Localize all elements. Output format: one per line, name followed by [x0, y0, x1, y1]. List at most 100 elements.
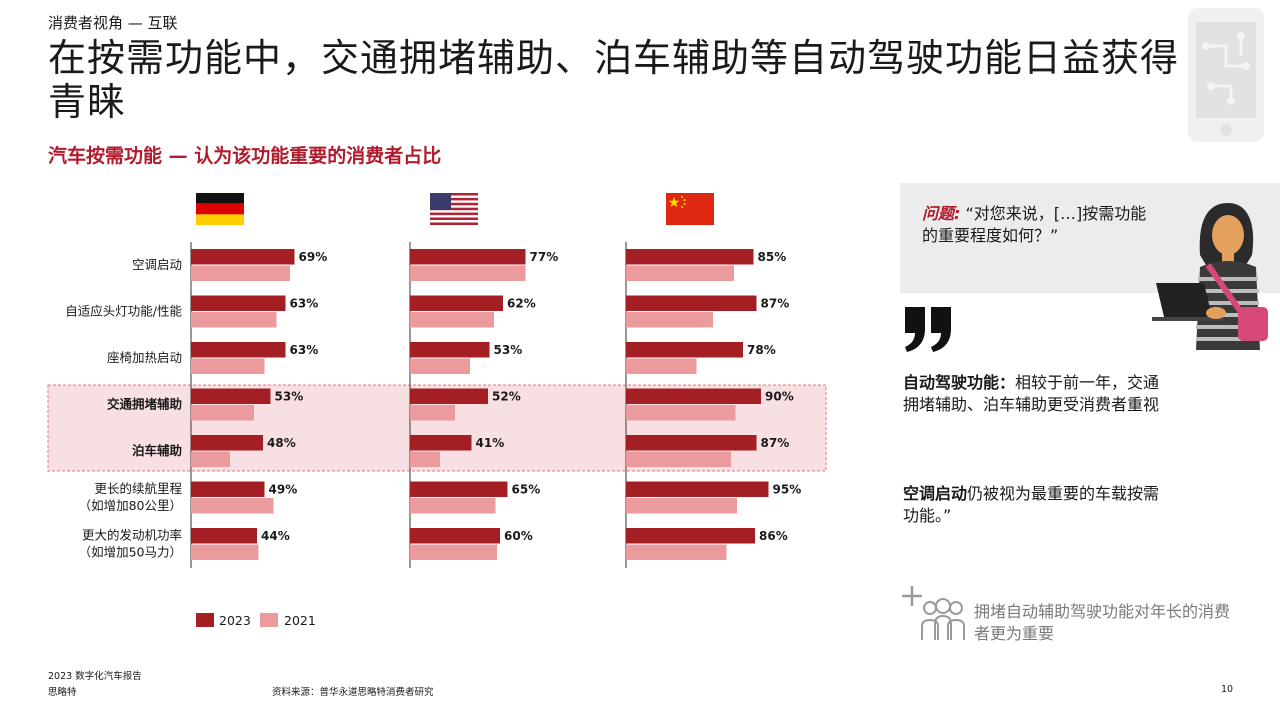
legend-label-2021: 2021 — [284, 613, 316, 628]
person-with-laptop-illustration — [1152, 203, 1268, 350]
question-label: 问题: — [922, 204, 961, 223]
data-label: 85% — [758, 250, 787, 264]
footer-source: 资料来源：普华永道思略特消费者研究 — [272, 687, 434, 698]
bar-2021 — [626, 544, 727, 560]
insight-autonomous-bold: 自动驾驶功能： — [903, 373, 1016, 392]
bar-2021 — [626, 265, 734, 281]
bar-2021 — [410, 265, 526, 281]
bar-2023 — [410, 388, 488, 404]
bar-2023 — [626, 388, 761, 404]
bar-2021 — [191, 451, 230, 467]
bar-chart: 空调启动自适应头灯功能/性能座椅加热启动交通拥堵辅助泊车辅助更长的续航里程（如增… — [47, 193, 827, 628]
usa-flag-icon — [430, 193, 478, 225]
bar-2021 — [410, 544, 497, 560]
plus-icon — [902, 586, 922, 606]
bar-2023 — [626, 528, 755, 544]
bar-2021 — [191, 312, 277, 328]
data-label: 44% — [261, 529, 290, 543]
bar-2023 — [626, 481, 769, 497]
data-label: 49% — [269, 483, 298, 497]
bar-2023 — [191, 388, 271, 404]
section-label: 消费者视角 — 互联 — [48, 14, 178, 32]
data-label: 78% — [747, 343, 776, 357]
footer-report-title: 2023 数字化汽车报告 — [48, 671, 142, 682]
data-label: 69% — [299, 250, 328, 264]
category-label: 自适应头灯功能/性能 — [65, 304, 182, 319]
category-label: 泊车辅助 — [132, 443, 182, 458]
page-number: 10 — [1221, 684, 1234, 695]
bar-2021 — [626, 405, 736, 421]
bar-2023 — [626, 295, 757, 311]
bar-2021 — [626, 312, 713, 328]
smartphone-circuit-icon — [1188, 8, 1264, 142]
quote-mark-icon — [905, 307, 951, 352]
people-group-icon — [921, 598, 965, 640]
bar-2023 — [410, 528, 500, 544]
bar-2021 — [626, 498, 737, 514]
bar-2021 — [410, 405, 455, 421]
data-label: 60% — [504, 529, 533, 543]
data-label: 95% — [773, 483, 802, 497]
category-label: 座椅加热启动 — [107, 350, 182, 365]
chart-subtitle: 汽车按需功能 — 认为该功能重要的消费者占比 — [48, 145, 442, 167]
data-label: 77% — [530, 250, 559, 264]
category-label: 更大的发动机功率（如增加50马力） — [79, 528, 182, 560]
data-label: 41% — [476, 436, 505, 450]
insight-ac: 空调启动仍被视为最重要的车载按需功能。” — [903, 483, 1173, 527]
bar-2023 — [410, 249, 526, 265]
question-body: “对您来说，[…]按需功能的重要程度如何？” — [922, 204, 1147, 245]
bar-2023 — [410, 481, 508, 497]
data-label: 62% — [507, 297, 536, 311]
bar-2023 — [626, 435, 757, 451]
bar-2023 — [191, 435, 263, 451]
bar-2023 — [410, 342, 490, 358]
bar-2021 — [191, 544, 259, 560]
data-label: 63% — [290, 343, 319, 357]
germany-flag-icon — [196, 193, 244, 225]
insight-ac-text: 仍被视为最重要的车载按需功能。” — [903, 484, 1160, 525]
bar-2023 — [626, 249, 754, 265]
data-label: 48% — [267, 436, 296, 450]
category-label: 更长的续航里程（如增加80公里） — [79, 481, 183, 513]
category-label: 交通拥堵辅助 — [107, 397, 182, 412]
bar-2021 — [191, 265, 290, 281]
data-label: 87% — [761, 436, 790, 450]
bar-2023 — [410, 295, 503, 311]
china-flag-icon — [666, 193, 714, 225]
bar-2021 — [191, 405, 254, 421]
bar-2023 — [626, 342, 743, 358]
data-label: 87% — [761, 297, 790, 311]
question-text: 问题: “对您来说，[…]按需功能的重要程度如何？” — [922, 203, 1152, 247]
bar-2021 — [410, 312, 494, 328]
footer-brand: 思略特 — [48, 687, 77, 698]
data-label: 53% — [275, 390, 304, 404]
bar-2021 — [626, 358, 697, 374]
legend-label-2023: 2023 — [219, 613, 251, 628]
legend-swatch-2023 — [196, 613, 214, 627]
page-title: 在按需功能中，交通拥堵辅助、泊车辅助等自动驾驶功能日益获得青睐 — [48, 36, 1180, 124]
data-label: 90% — [765, 390, 794, 404]
bar-2023 — [410, 435, 472, 451]
bar-2023 — [191, 249, 295, 265]
bar-2021 — [410, 358, 470, 374]
legend-swatch-2021 — [260, 613, 278, 627]
category-label: 空调启动 — [132, 257, 182, 272]
insight-autonomous: 自动驾驶功能：相较于前一年，交通拥堵辅助、泊车辅助更受消费者重视 — [903, 372, 1173, 416]
bar-2021 — [626, 451, 731, 467]
insight-autonomous-text: 相较于前一年，交通拥堵辅助、泊车辅助更受消费者重视 — [903, 373, 1160, 414]
data-label: 52% — [492, 390, 521, 404]
bar-2023 — [191, 342, 286, 358]
bar-2023 — [191, 528, 257, 544]
bar-2021 — [410, 498, 496, 514]
bar-2021 — [191, 498, 274, 514]
bar-2023 — [191, 481, 265, 497]
bar-2023 — [191, 295, 286, 311]
data-label: 65% — [512, 483, 541, 497]
bar-2021 — [410, 451, 440, 467]
data-label: 63% — [290, 297, 319, 311]
data-label: 86% — [759, 529, 788, 543]
callout-text: 拥堵自动辅助驾驶功能对年长的消费者更为重要 — [974, 602, 1231, 643]
data-label: 53% — [494, 343, 523, 357]
insight-ac-bold: 空调启动 — [903, 484, 968, 503]
bar-2021 — [191, 358, 265, 374]
